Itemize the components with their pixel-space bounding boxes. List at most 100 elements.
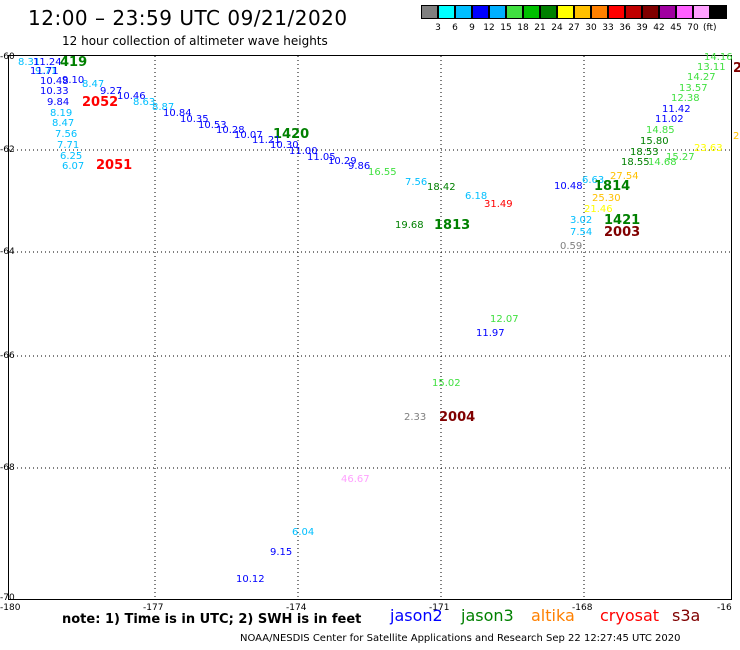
wave-height-value: 8.31 [18, 57, 41, 68]
credit-line: NOAA/NESDIS Center for Satellite Applica… [240, 633, 681, 644]
wave-height-value: 18.55 [621, 157, 650, 168]
lon-tick-label: -174 [286, 603, 307, 613]
satellite-legend-altika: altika [531, 606, 575, 625]
lat-tick-label: -60 [0, 52, 15, 62]
wave-height-value: 10.30 [270, 140, 299, 151]
wave-height-value: 16.55 [368, 167, 397, 178]
scale-swatch [642, 5, 659, 19]
wave-height-value: 18.42 [427, 182, 456, 193]
wave-height-value: 6.63 [582, 175, 605, 186]
wave-height-value: 8.63 [133, 97, 156, 108]
map-frame [8, 55, 732, 600]
wave-height-value: 7.54 [570, 227, 593, 238]
wave-height-value: 11.02 [655, 114, 684, 125]
scale-label: 12 [483, 23, 495, 33]
wave-height-value: 10.84 [163, 108, 192, 119]
scale-label: 36 [619, 23, 631, 33]
wave-height-value: 11.97 [476, 328, 505, 339]
scale-swatch [506, 5, 523, 19]
wave-height-value: 0.59 [560, 241, 583, 252]
wave-height-value: 13.11 [697, 62, 726, 73]
scale-label: 33 [602, 23, 614, 33]
satellite-legend-jason3: jason3 [461, 606, 514, 625]
wave-height-value: 15.80 [640, 136, 669, 147]
pass-time-label: 2003 [604, 225, 641, 240]
wave-height-value: 14.85 [646, 125, 675, 136]
map-title: 12:00 – 23:59 UTC 09/21/2020 [28, 6, 348, 30]
wave-height-value: 18.53 [630, 147, 659, 158]
wave-height-value: 9.86 [348, 161, 371, 172]
wave-height-value: 11.00 [289, 146, 318, 157]
scale-label: 9 [469, 23, 475, 33]
footer-note: note: 1) Time is in UTC; 2) SWH is in fe… [62, 612, 362, 627]
wave-height-value: 9.10 [62, 75, 85, 86]
scale-label: 39 [636, 23, 648, 33]
wave-height-value: 14.16 [704, 52, 733, 63]
scale-swatch [489, 5, 506, 19]
scale-label: 15 [500, 23, 512, 33]
pass-time-label: 1814 [594, 179, 631, 194]
wave-height-value: 7.56 [55, 129, 78, 140]
scale-label: 6 [452, 23, 458, 33]
wave-height-value: 2 [733, 131, 740, 142]
wave-height-value: 19.68 [395, 220, 424, 231]
scale-swatch [676, 5, 693, 19]
pass-time-label: 2 [733, 61, 740, 76]
scale-swatch [472, 5, 489, 19]
scale-swatch [421, 5, 438, 19]
wave-height-value: 31.49 [484, 199, 513, 210]
wave-height-value: 12.38 [671, 93, 700, 104]
scale-swatch [591, 5, 608, 19]
wave-height-value: 15.02 [432, 378, 461, 389]
scale-swatch [608, 5, 625, 19]
wave-height-value: 10.53 [198, 120, 227, 131]
scale-label: 70 [687, 23, 699, 33]
wave-height-value: 11.21 [252, 135, 281, 146]
scale-swatch [455, 5, 472, 19]
scale-swatch [438, 5, 455, 19]
wave-height-value: 7.71 [57, 140, 80, 151]
wave-height-value: 9.15 [270, 547, 293, 558]
wave-height-value: 27.54 [610, 171, 639, 182]
wave-height-value: 14.68 [648, 157, 677, 168]
wave-height-value: 25.30 [592, 193, 621, 204]
wave-height-value: 10.35 [180, 114, 209, 125]
wave-height-value: 11.71 [30, 66, 59, 77]
wave-height-value: 10.29 [328, 156, 357, 167]
lon-tick-label: -168 [572, 603, 593, 613]
wave-height-value: 8.47 [52, 118, 75, 129]
wave-height-value: 7.56 [405, 177, 428, 188]
scale-swatch [540, 5, 557, 19]
wave-height-value: 14.27 [687, 72, 716, 83]
satellite-legend-jason2: jason2 [390, 606, 443, 625]
scale-label: 18 [517, 23, 529, 33]
scale-label: 30 [585, 23, 597, 33]
wave-height-value: 46.67 [341, 474, 370, 485]
wave-height-value: 13.57 [679, 83, 708, 94]
scale-swatch [625, 5, 642, 19]
lon-tick-label: -171 [429, 603, 450, 613]
wave-height-value: 12.07 [490, 314, 519, 325]
scale-label: 27 [568, 23, 580, 33]
lat-tick-label: -68 [0, 463, 15, 473]
lon-tick-label: -177 [143, 603, 164, 613]
wave-height-value: 10.33 [40, 86, 69, 97]
satellite-legend-cryosat: cryosat [600, 606, 660, 625]
wave-height-value: 8.47 [82, 79, 105, 90]
wave-height-value: 15.27 [666, 152, 695, 163]
satellite-legend-s3a: s3a [672, 606, 701, 625]
wave-height-value: 10.12 [236, 574, 265, 585]
scale-swatch [523, 5, 540, 19]
lon-tick-label: -180 [0, 603, 21, 613]
wave-height-value: 8.19 [50, 108, 73, 119]
wave-height-value: 9.84 [47, 97, 70, 108]
wave-height-value: 9.71 [35, 66, 58, 77]
scale-swatch [693, 5, 710, 19]
wave-height-value: 10.48 [554, 181, 583, 192]
wave-height-value: 6.18 [465, 191, 488, 202]
scale-swatch [557, 5, 574, 19]
wave-height-value: 10.07 [234, 130, 263, 141]
map-subtitle: 12 hour collection of altimeter wave hei… [62, 34, 328, 48]
wave-height-value: 10.28 [216, 125, 245, 136]
pass-time-label: 2051 [96, 158, 133, 173]
